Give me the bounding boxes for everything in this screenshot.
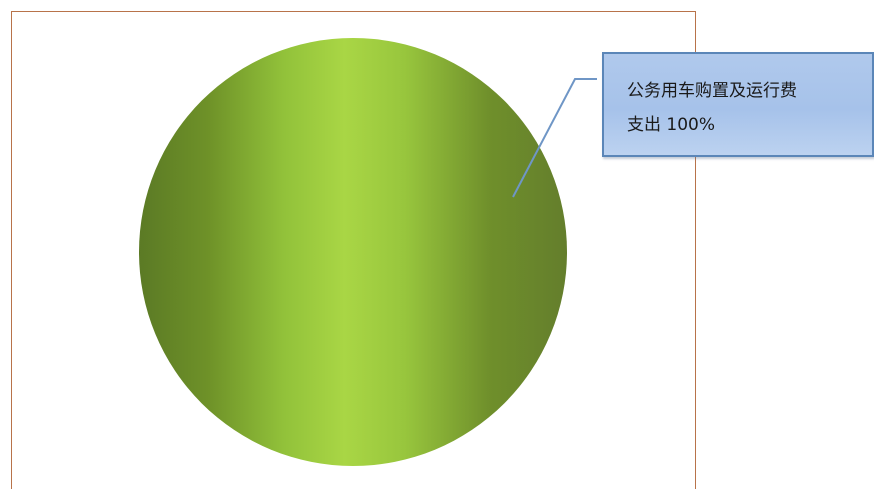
pie-slices [139,38,567,466]
data-label-box: 公务用车购置及运行费 支出 100% [602,52,874,157]
pie-slice-0 [139,38,567,466]
leader-line [512,78,597,198]
data-label-line-1: 公务用车购置及运行费 [627,81,797,101]
data-label-line-2: 支出 100% [627,115,716,135]
